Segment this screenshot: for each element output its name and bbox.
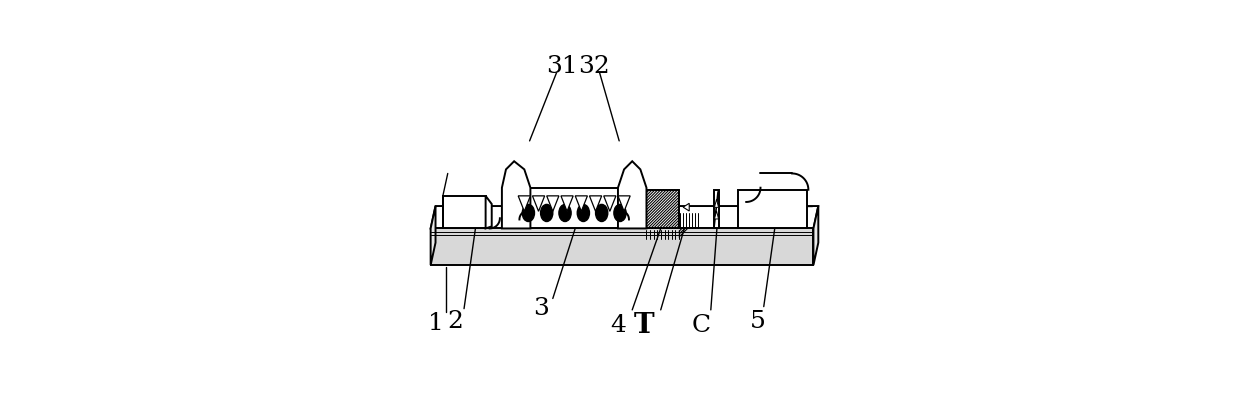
Polygon shape xyxy=(714,200,718,208)
Ellipse shape xyxy=(578,205,589,222)
Polygon shape xyxy=(714,211,718,220)
Text: 3: 3 xyxy=(533,297,548,319)
Ellipse shape xyxy=(522,205,534,222)
Polygon shape xyxy=(618,196,630,212)
Text: C: C xyxy=(692,313,711,336)
Text: 31: 31 xyxy=(547,55,578,78)
Polygon shape xyxy=(560,196,573,212)
Text: 32: 32 xyxy=(578,55,610,78)
Polygon shape xyxy=(430,229,813,265)
Ellipse shape xyxy=(559,205,572,222)
Ellipse shape xyxy=(595,205,608,222)
Text: 5: 5 xyxy=(750,309,765,332)
Ellipse shape xyxy=(614,205,626,222)
Polygon shape xyxy=(547,196,559,212)
Text: 2: 2 xyxy=(448,309,464,332)
Polygon shape xyxy=(518,196,531,212)
Text: 1: 1 xyxy=(428,311,444,334)
Polygon shape xyxy=(813,207,818,265)
Polygon shape xyxy=(618,162,646,229)
Polygon shape xyxy=(714,190,718,229)
Polygon shape xyxy=(604,196,616,212)
Polygon shape xyxy=(589,196,601,212)
Polygon shape xyxy=(532,196,544,212)
Polygon shape xyxy=(443,196,486,229)
Text: T: T xyxy=(634,311,655,338)
Text: 4: 4 xyxy=(610,313,626,336)
Ellipse shape xyxy=(541,205,553,222)
Polygon shape xyxy=(646,190,680,229)
Polygon shape xyxy=(738,190,807,229)
Polygon shape xyxy=(502,188,646,229)
Polygon shape xyxy=(502,162,531,229)
Polygon shape xyxy=(575,196,588,212)
Polygon shape xyxy=(683,204,689,211)
Polygon shape xyxy=(430,207,435,265)
Polygon shape xyxy=(486,196,492,229)
Polygon shape xyxy=(430,207,818,229)
